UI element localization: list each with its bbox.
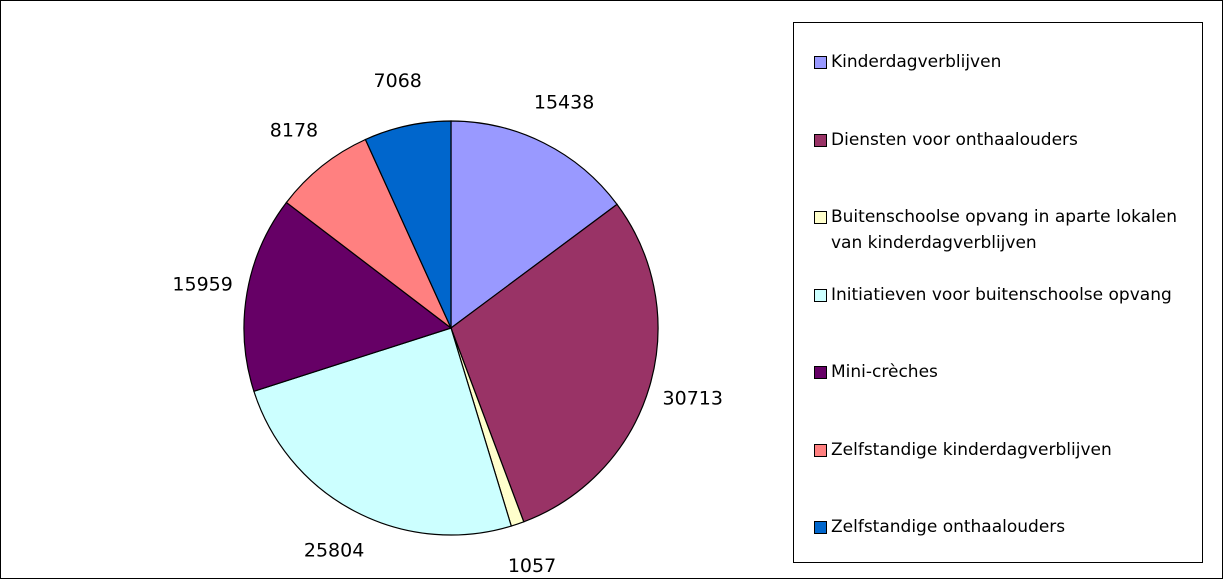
legend-item: Zelfstandige onthaalouders [814, 514, 1199, 540]
legend-key [814, 443, 827, 457]
legend-key [814, 211, 827, 224]
pie-slice [285, 138, 452, 329]
legend-item: Diensten voor onthaalouders [814, 127, 1199, 153]
data-label: 25804 [304, 540, 364, 562]
legend-label: Buitenschoolse opvang in aparte lokalen … [831, 207, 1178, 253]
legend-item: Buitenschoolse opvang in aparte lokalen … [814, 204, 1199, 256]
legend-label: Diensten voor onthaalouders [831, 129, 1078, 150]
legend-item: Mini-crèches [814, 359, 1199, 385]
legend-key [814, 366, 827, 379]
legend-key [814, 288, 827, 302]
legend-label: Mini-crèches [831, 362, 938, 382]
data-label: 1057 [508, 555, 556, 577]
data-label: 30713 [663, 388, 723, 410]
legend-label: Zelfstandige kinderdagverblijven [831, 439, 1112, 460]
pie-slice [450, 120, 618, 330]
legend-item: Zelfstandige kinderdagverblijven [814, 437, 1199, 463]
legend-label: Initiatieven voor buitenschoolse opvang [831, 284, 1172, 305]
pie-slice [450, 203, 659, 523]
legend-item: Initiatieven voor buitenschoolse opvang [814, 282, 1199, 308]
legend-label: Zelfstandige onthaalouders [831, 517, 1066, 537]
data-label: 8178 [270, 119, 318, 141]
legend: Kinderdagverblijven Diensten voor onthaal… [793, 22, 1203, 563]
pie-area: 15438 30713 1057 25804 15959 8178 7068 [172, 70, 723, 577]
data-label: 15959 [172, 274, 232, 296]
legend-item: Kinderdagverblijven [814, 49, 1199, 75]
legend-label: Kinderdagverblijven [831, 52, 1002, 72]
data-label: 15438 [534, 91, 594, 113]
pie-slice [364, 120, 452, 329]
legend-key [814, 56, 827, 69]
data-label: 7068 [374, 70, 422, 92]
pie-slice [253, 327, 513, 536]
pie-slice [243, 201, 453, 393]
legend-key [814, 521, 827, 534]
legend-key [814, 133, 827, 147]
